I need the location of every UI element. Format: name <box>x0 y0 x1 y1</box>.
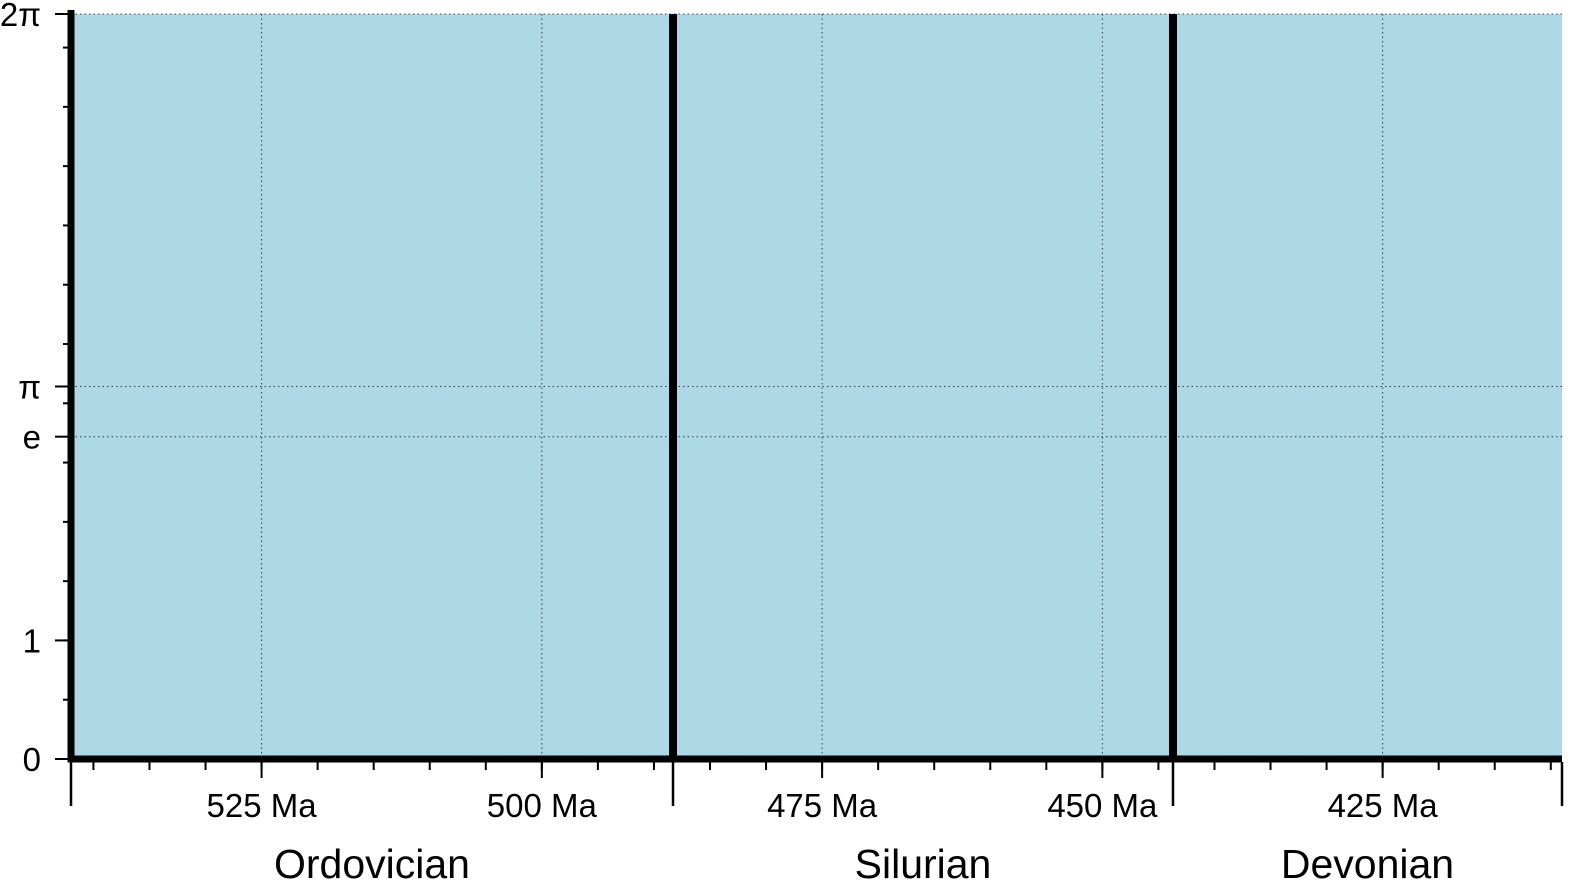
y-tick-label: e <box>23 419 41 456</box>
period-label: Devonian <box>1281 841 1454 886</box>
y-tick-label: 1 <box>23 622 41 659</box>
period-label: Ordovician <box>274 841 470 886</box>
y-axis: 0 1 eπ 2π <box>0 0 71 778</box>
y-tick-label: π <box>18 368 41 405</box>
x-tick-label: 475 Ma <box>767 787 878 824</box>
period-boundaries <box>669 14 1177 759</box>
x-tick-label: 525 Ma <box>207 787 318 824</box>
plot-background <box>71 14 1562 759</box>
period-labels: Ordovician Silurian Devonian <box>274 841 1454 886</box>
period-label: Silurian <box>855 841 992 886</box>
x-tick-label: 450 Ma <box>1047 787 1158 824</box>
grid-lines <box>71 13 1562 759</box>
x-axis: 525 Ma 500 Ma 475 Ma 450 Ma 425 Ma <box>69 762 1564 824</box>
y-tick-label: 2π <box>0 0 41 33</box>
x-tick-label: 425 Ma <box>1328 787 1439 824</box>
x-tick-label: 500 Ma <box>487 787 598 824</box>
y-tick-label: 0 <box>23 741 41 778</box>
